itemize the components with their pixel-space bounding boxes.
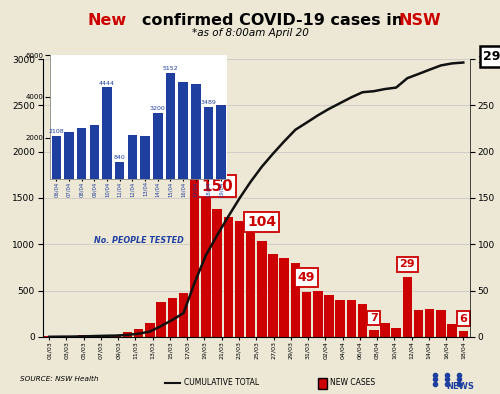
Bar	[100, 335, 110, 337]
Bar	[168, 298, 177, 337]
Bar	[448, 324, 457, 337]
Text: 3200: 3200	[150, 106, 166, 112]
Text: 3489: 3489	[200, 100, 216, 106]
Bar	[212, 209, 222, 337]
Text: 49: 49	[298, 271, 316, 284]
Bar	[414, 310, 424, 337]
Bar	[89, 335, 99, 337]
Bar	[115, 162, 124, 179]
Text: 840: 840	[114, 155, 126, 160]
Text: 29: 29	[400, 259, 415, 269]
Bar	[392, 328, 401, 337]
Text: SOURCE: NSW Health: SOURCE: NSW Health	[20, 376, 98, 382]
Bar	[358, 305, 368, 337]
Bar	[280, 258, 289, 337]
Bar	[153, 113, 162, 179]
Bar	[78, 335, 88, 337]
Text: 212: 212	[178, 99, 212, 117]
Bar	[234, 221, 244, 337]
Text: 150: 150	[201, 179, 233, 194]
Bar	[64, 132, 74, 179]
Text: 4444: 4444	[99, 81, 115, 85]
Bar	[246, 230, 256, 337]
Bar	[402, 277, 412, 337]
Bar	[190, 141, 200, 337]
Bar	[204, 107, 213, 179]
Bar	[324, 295, 334, 337]
Bar	[179, 294, 188, 337]
Bar	[290, 263, 300, 337]
Bar	[156, 302, 166, 337]
Text: NEWS: NEWS	[446, 382, 474, 391]
Bar	[302, 292, 312, 337]
Bar	[380, 323, 390, 337]
Bar	[458, 331, 468, 337]
Bar	[123, 332, 132, 337]
Bar	[216, 105, 226, 179]
Bar	[178, 82, 188, 179]
Bar	[90, 125, 99, 179]
Bar	[436, 310, 446, 337]
Bar	[191, 84, 200, 179]
Bar	[346, 300, 356, 337]
Bar	[224, 217, 233, 337]
Bar	[140, 136, 150, 179]
Bar	[52, 136, 61, 179]
Bar	[128, 135, 137, 179]
Bar	[102, 87, 112, 179]
Text: 104: 104	[248, 215, 276, 229]
Bar	[112, 335, 121, 337]
Bar	[67, 336, 76, 337]
Bar	[134, 329, 143, 337]
Bar	[77, 128, 86, 179]
Text: confirmed COVID-19 cases in: confirmed COVID-19 cases in	[142, 13, 404, 28]
Text: New: New	[88, 13, 126, 28]
Bar	[201, 164, 210, 337]
Bar	[145, 323, 154, 337]
Bar	[56, 336, 65, 337]
Bar	[257, 241, 266, 337]
Bar	[425, 309, 434, 337]
Bar	[44, 336, 54, 337]
Text: No. PEOPLE TESTED: No. PEOPLE TESTED	[94, 236, 184, 245]
Bar	[313, 291, 322, 337]
Text: NSW: NSW	[398, 13, 440, 28]
Bar	[369, 331, 378, 337]
Text: *as of 8:00am April 20: *as of 8:00am April 20	[192, 28, 308, 38]
Text: 6: 6	[460, 314, 467, 324]
FancyBboxPatch shape	[318, 378, 327, 388]
Text: NEW CASES: NEW CASES	[330, 378, 376, 387]
Bar	[268, 254, 278, 337]
Text: 2963: 2963	[484, 50, 500, 63]
Text: 7: 7	[370, 313, 378, 323]
Text: 5152: 5152	[162, 66, 178, 71]
Text: CUMULATIVE TOTAL: CUMULATIVE TOTAL	[184, 378, 260, 387]
Bar	[166, 73, 175, 179]
Text: 2108: 2108	[48, 129, 64, 134]
Bar	[336, 300, 345, 337]
